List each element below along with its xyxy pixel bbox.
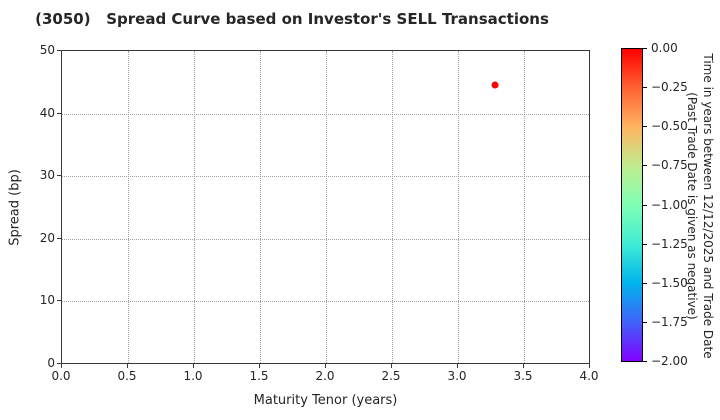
colorbar-tick-mark [643,321,647,323]
chart-title: (3050) Spread Curve based on Investor's … [35,10,549,28]
gridline-horizontal [62,176,589,178]
x-tick-label: 0.5 [117,369,137,383]
x-tick-label: 4.0 [579,369,599,383]
plot-area [61,50,590,364]
y-tick-label: 50 [39,43,55,57]
gridline-vertical [326,51,327,363]
x-tick-label: 3.5 [513,369,533,383]
colorbar-tick-label: −0.50 [651,119,688,134]
colorbar-tick-label: 0.00 [651,41,678,55]
gridline-vertical [458,51,459,363]
colorbar-tick-mark [643,204,647,206]
y-tick-mark [57,50,61,51]
gridline-horizontal [62,238,589,240]
colorbar-tick-mark [643,48,647,49]
y-tick-label: 40 [39,105,55,120]
y-tick-mark [57,112,61,114]
x-tick-label: 2.0 [315,369,335,383]
colorbar-tick-label: −1.25 [651,236,688,251]
x-tick-label: 1.0 [183,369,203,383]
x-tick-label: 2.5 [381,369,401,383]
y-tick-label: 0 [47,356,55,370]
x-tick-mark [259,364,260,368]
x-tick-label: 1.5 [249,369,269,383]
colorbar-tick-label: −1.00 [651,197,688,212]
x-tick-mark [391,364,392,368]
x-tick-label: 3.0 [447,369,467,383]
colorbar-tick-mark [643,165,647,167]
colorbar-tick-label: −1.50 [651,275,688,290]
x-axis-label: Maturity Tenor (years) [253,393,398,408]
gridline-vertical [524,51,525,363]
x-tick-mark [457,364,458,368]
y-tick-label: 20 [39,230,55,245]
colorbar-tick-label: −0.25 [651,80,688,95]
y-tick-mark [57,300,61,302]
x-tick-mark [193,364,194,368]
colorbar-title-line1: Time in years between 12/12/2025 and Tra… [701,53,715,359]
x-tick-label: 0.0 [51,369,71,383]
colorbar-tick-mark [643,87,647,89]
y-tick-label: 30 [39,168,55,183]
y-tick-mark [57,175,61,177]
colorbar [621,48,643,362]
colorbar-tick-label: −2.00 [651,354,688,368]
x-tick-mark [325,364,326,368]
x-tick-mark [523,364,524,368]
colorbar-tick-label: −0.75 [651,158,688,173]
y-tick-label: 10 [39,293,55,308]
gridline-vertical [260,51,261,363]
colorbar-title: Time in years between 12/12/2025 and Tra… [683,41,716,371]
x-tick-mark [589,364,590,368]
y-axis-label: Spread (bp) [7,169,23,246]
gridline-vertical [128,51,129,363]
colorbar-tick-mark [643,243,647,245]
data-point [491,81,499,89]
gridline-horizontal [62,113,589,115]
y-tick-mark [57,363,61,364]
colorbar-tick-mark [643,282,647,284]
x-tick-mark [61,364,62,368]
y-tick-mark [57,237,61,239]
colorbar-tick-label: −1.75 [651,314,688,329]
gridline-vertical [392,51,393,363]
gridline-horizontal [62,301,589,303]
colorbar-tick-mark [643,361,647,362]
colorbar-tick-mark [643,126,647,128]
gridline-vertical [194,51,195,363]
x-tick-mark [127,364,128,368]
